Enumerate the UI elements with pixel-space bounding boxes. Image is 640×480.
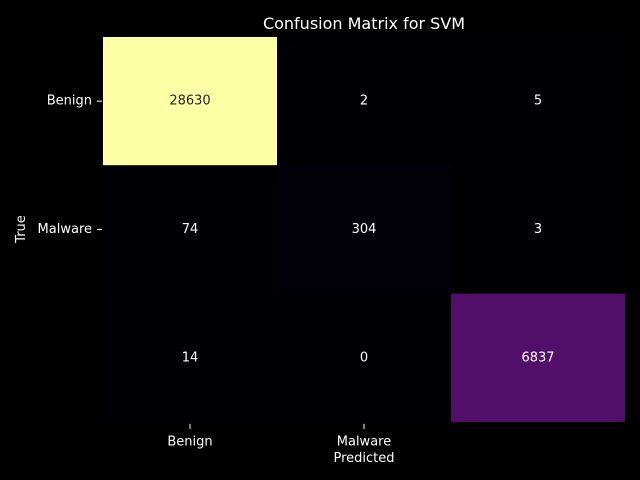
cell-value-r1-c2: 3 (534, 222, 542, 237)
heatmap-cells: 28630 2 5 74 304 3 14 0 6837 (103, 37, 625, 422)
heatmap-cell-r1-c0 (103, 165, 277, 294)
x-tick-label-malware: Malware (337, 434, 391, 449)
chart-title: Confusion Matrix for SVM (263, 14, 465, 33)
heatmap-cell-r1-c2 (451, 165, 625, 294)
cell-value-r2-c2: 6837 (521, 350, 554, 365)
cell-value-r2-c1: 0 (360, 350, 368, 365)
y-axis-ticks: Benign Malware (38, 94, 102, 237)
y-axis-label: True (14, 215, 29, 244)
heatmap-cell-r0-c0 (103, 37, 277, 166)
heatmap-cell-r0-c1 (277, 37, 451, 166)
x-tick-label-benign: Benign (167, 434, 212, 449)
heatmap-cell-r0-c2 (451, 37, 625, 166)
y-tick-label-malware: Malware (38, 222, 92, 237)
heatmap-cell-r2-c2 (451, 293, 625, 422)
heatmap-cell-r2-c1 (277, 293, 451, 422)
cell-value-r2-c0: 14 (182, 350, 199, 365)
heatmap-cell-r2-c0 (103, 293, 277, 422)
cell-value-r1-c1: 304 (352, 222, 377, 237)
x-axis-ticks: Benign Malware (167, 423, 391, 449)
heatmap-cell-r1-c1 (277, 165, 451, 294)
y-tick-label-benign: Benign (47, 94, 92, 109)
x-axis-label: Predicted (333, 451, 394, 466)
cell-value-r0-c0: 28630 (169, 94, 210, 109)
cell-value-r1-c0: 74 (182, 222, 199, 237)
cell-value-r0-c1: 2 (360, 94, 368, 109)
cell-value-r0-c2: 5 (534, 94, 542, 109)
